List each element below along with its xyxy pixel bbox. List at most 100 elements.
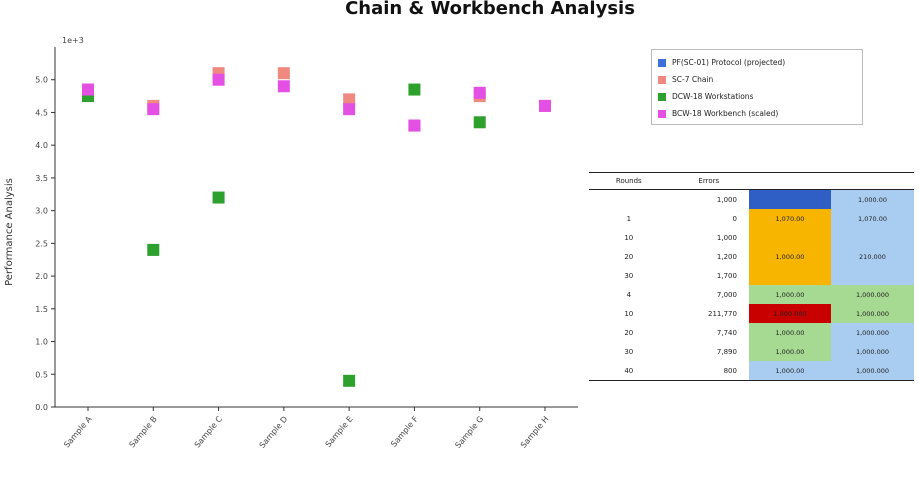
table-row: 40 800 1,000.00 1,000.000 <box>589 361 914 381</box>
y-tick-label: 0.5 <box>35 370 48 379</box>
x-tick-label: Sample D <box>258 415 290 450</box>
cell-col3 <box>748 266 831 285</box>
plot-area <box>54 47 578 408</box>
legend-label: PF(SC-01) Protocol (projected) <box>672 58 786 67</box>
x-tick-label: Sample C <box>193 414 225 449</box>
cell-rounds: 20 <box>624 328 634 337</box>
cell-col3: 1,000.00 <box>748 285 831 304</box>
cell-errors: 7,740 <box>716 328 737 337</box>
cell-errors: 0 <box>732 214 737 223</box>
data-point <box>147 243 160 256</box>
legend-label: SC-7 Chain <box>672 75 714 84</box>
data-point <box>277 80 290 93</box>
data-point <box>539 99 551 112</box>
header-errors: Errors <box>668 172 749 190</box>
cell-rounds: 1 <box>626 214 632 223</box>
legend-swatch <box>658 109 666 118</box>
data-point <box>408 83 421 96</box>
legend-item: BCW-18 Workbench (scaled) <box>658 105 856 122</box>
cell-col4: 210.000 <box>830 247 914 266</box>
y-tick-label: 0.0 <box>35 403 48 412</box>
cell-col3: 1,000.00 <box>748 247 831 266</box>
data-point <box>343 374 356 387</box>
y-tick-label: 3.0 <box>35 207 48 216</box>
cell-col4: 1,070.00 <box>830 209 914 228</box>
legend-label: BCW-18 Workbench (scaled) <box>672 109 779 118</box>
table-row: 10 211,770 1,000.000 1,000.000 <box>589 304 914 323</box>
cell-errors: 211,770 <box>708 309 737 318</box>
cell-col4: 1,000.000 <box>830 285 914 304</box>
table-row: 30 1,700 <box>589 266 914 285</box>
cell-col3 <box>748 228 831 247</box>
y-tick-label: 2.0 <box>35 272 48 281</box>
cell-col4: 1,000.000 <box>830 304 914 323</box>
table-header-row: Rounds Errors <box>589 172 914 190</box>
table-row: 10 1,000 <box>589 228 914 247</box>
cell-col4: 1,000.000 <box>830 342 914 361</box>
cell-col3: 1,000.000 <box>748 304 831 323</box>
y-tick-label: 4.5 <box>35 108 48 117</box>
header-rounds: Rounds <box>589 172 669 190</box>
cell-col3: 1,000.00 <box>748 342 831 361</box>
legend-swatch <box>658 75 666 84</box>
cell-rounds: 4 <box>626 290 632 299</box>
cell-col3 <box>748 189 831 209</box>
y-axis-label: Performance Analysis <box>4 178 15 286</box>
data-point <box>473 116 486 129</box>
chart-legend: PF(SC-01) Protocol (projected) SC-7 Chain… <box>651 49 863 125</box>
legend-swatch <box>658 58 666 67</box>
x-tick-label: Sample G <box>453 415 485 450</box>
data-point <box>82 83 94 96</box>
table-row: 4 7,000 1,000.00 1,000.000 <box>589 285 914 304</box>
cell-errors: 1,000 <box>716 233 737 242</box>
cell-rounds: 10 <box>624 233 634 242</box>
cell-rounds: 30 <box>624 347 634 356</box>
data-point <box>473 86 486 99</box>
y-ticks: 0.0 0.5 1.0 1.5 2.0 2.5 3.0 3.5 4.0 4.5 5.0 <box>35 76 55 412</box>
table-row: 20 7,740 1,000.00 1,000.000 <box>589 323 914 342</box>
cell-rounds: 20 <box>624 252 634 261</box>
cell-errors: 1,700 <box>716 271 737 280</box>
cell-col4 <box>830 228 914 247</box>
data-point <box>212 73 225 86</box>
cell-col3: 1,000.00 <box>748 361 831 381</box>
x-tick-label: Sample E <box>324 415 355 450</box>
legend-item: PF(SC-01) Protocol (projected) <box>658 54 856 71</box>
data-point <box>147 103 160 116</box>
cell-rounds: 10 <box>624 309 634 318</box>
x-tick-label: Sample A <box>62 414 94 449</box>
x-tick-label: Sample F <box>389 414 420 449</box>
legend-label: DCW-18 Workstations <box>672 92 754 101</box>
data-points <box>82 67 551 387</box>
table-row: 30 7,890 1,000.00 1,000.000 <box>589 342 914 361</box>
cell-col4: 1,000.00 <box>830 189 914 209</box>
cell-errors: 7,000 <box>716 290 737 299</box>
data-point <box>212 191 225 204</box>
legend-item: DCW-18 Workstations <box>658 88 856 105</box>
y-multiplier-label: 1e+3 <box>62 36 84 45</box>
y-tick-label: 1.5 <box>35 305 48 314</box>
x-tick-label: Sample B <box>127 415 158 450</box>
cell-col4: 1,000.000 <box>830 323 914 342</box>
cell-errors: 800 <box>668 361 749 381</box>
cell-rounds <box>589 190 669 210</box>
table-row: 20 1,200 1,000.00 210.000 <box>589 247 914 266</box>
cell-rounds: 30 <box>624 271 634 280</box>
cell-col4 <box>830 266 914 285</box>
x-ticks: Sample A Sample B Sample C Sample D Sample E… <box>62 407 551 450</box>
cell-col4: 1,000.000 <box>830 361 914 381</box>
cell-rounds: 40 <box>589 361 669 381</box>
x-tick-label: Sample H <box>519 415 551 450</box>
header-col3 <box>748 172 831 190</box>
cell-col3: 1,000.00 <box>748 323 831 342</box>
cell-errors: 1,200 <box>716 252 737 261</box>
data-point <box>277 67 290 80</box>
data-point <box>408 119 421 132</box>
y-tick-label: 5.0 <box>35 76 48 85</box>
cell-errors: 7,890 <box>716 347 737 356</box>
table-row: 1 0 1,070.00 1,070.00 <box>589 209 914 228</box>
data-point <box>343 103 356 116</box>
y-tick-label: 1.0 <box>35 338 48 347</box>
cell-col3: 1,070.00 <box>748 209 831 228</box>
